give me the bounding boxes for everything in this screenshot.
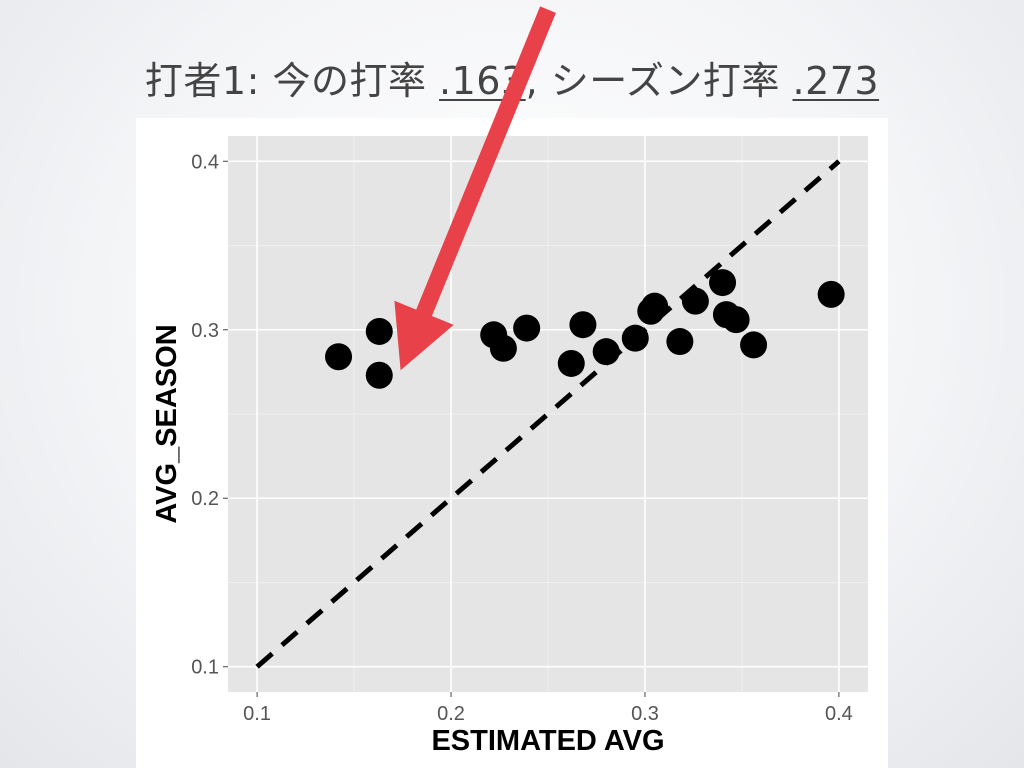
y-tick-label: 0.4 bbox=[191, 151, 219, 173]
data-point bbox=[621, 324, 649, 352]
data-point bbox=[569, 311, 597, 339]
arrow-shape bbox=[394, 6, 556, 371]
data-point bbox=[325, 343, 353, 371]
data-point bbox=[365, 361, 393, 389]
data-point bbox=[641, 292, 669, 320]
reference-line-group bbox=[255, 159, 841, 669]
data-point bbox=[592, 338, 620, 366]
data-point bbox=[365, 317, 393, 345]
minor-grid bbox=[228, 136, 868, 692]
axis-ticks: 0.1 0.2 0.3 0.4 0.1 0.2 0.3 0.4 bbox=[191, 151, 853, 725]
y-tick-label: 0.1 bbox=[191, 657, 219, 679]
title-season-avg: .273 bbox=[792, 59, 880, 103]
x-tick-label: 0.4 bbox=[825, 703, 853, 725]
data-point bbox=[666, 328, 694, 356]
y-tick-label: 0.2 bbox=[191, 488, 219, 510]
annotation-arrow bbox=[394, 6, 556, 371]
x-tick-label: 0.3 bbox=[631, 703, 659, 725]
data-point bbox=[709, 269, 737, 297]
data-point bbox=[740, 331, 768, 359]
x-tick-label: 0.1 bbox=[243, 703, 271, 725]
y-tick-label: 0.3 bbox=[191, 320, 219, 342]
y-axis-label: AVG_SEASON bbox=[151, 324, 183, 523]
x-axis-label: ESTIMATED AVG bbox=[431, 725, 664, 757]
x-tick-label: 0.2 bbox=[437, 703, 465, 725]
data-point bbox=[557, 349, 585, 377]
major-grid bbox=[228, 136, 868, 692]
reference-line bbox=[255, 159, 841, 669]
data-point bbox=[681, 287, 709, 315]
data-points bbox=[325, 269, 845, 389]
data-point bbox=[722, 306, 750, 334]
title-prefix: 打者1: 今の打率 bbox=[144, 59, 440, 103]
title-middle: , シーズン打率 bbox=[525, 59, 793, 103]
data-point bbox=[489, 334, 517, 362]
data-point bbox=[817, 280, 845, 308]
data-point bbox=[513, 314, 541, 342]
